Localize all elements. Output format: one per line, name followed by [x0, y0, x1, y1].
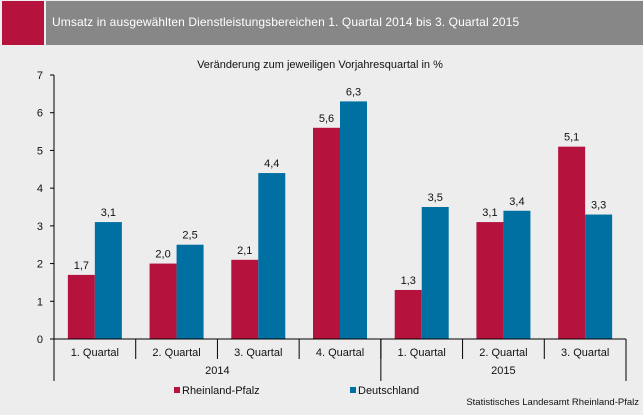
legend: Rheinland-Pfalz Deutschland — [174, 385, 419, 397]
bar-rheinland-pfalz — [67, 274, 95, 339]
y-tick-label: 3 — [37, 221, 43, 233]
y-tick-label: 5 — [37, 145, 43, 157]
data-label: 3,1 — [482, 207, 497, 219]
y-axis: 0 1 2 3 4 5 6 7 — [37, 70, 55, 346]
y-tick-label: 4 — [37, 183, 43, 195]
x-category-label: 2. Quartal — [152, 347, 200, 359]
header-accent-block — [2, 1, 44, 45]
chart-title: Umsatz in ausgewählten Dienstleistungsbe… — [52, 15, 520, 29]
data-label: 2,0 — [155, 249, 170, 261]
bar-rheinland-pfalz — [231, 259, 259, 339]
y-tick-label: 0 — [37, 334, 43, 346]
data-label: 3,1 — [101, 207, 116, 219]
data-label: 3,3 — [591, 200, 606, 212]
bar-rheinland-pfalz — [149, 263, 177, 339]
legend-label: Deutschland — [358, 385, 419, 397]
y-tick-label: 6 — [37, 108, 43, 120]
bar-deutschland — [340, 101, 367, 340]
bar-deutschland — [94, 222, 122, 339]
header-bar — [46, 1, 643, 45]
x-group-label: 2014 — [205, 365, 229, 377]
x-category-label: 3. Quartal — [561, 347, 609, 359]
data-label: 3,5 — [428, 192, 443, 204]
data-label: 3,4 — [509, 196, 524, 208]
bar-rheinland-pfalz — [476, 222, 504, 339]
x-group-label: 2015 — [491, 365, 515, 377]
bar-deutschland — [421, 207, 449, 339]
legend-label: Rheinland-Pfalz — [182, 385, 260, 397]
y-tick-label: 1 — [37, 296, 43, 308]
x-category-label: 4. Quartal — [316, 347, 364, 359]
legend-swatch-deutschland — [350, 387, 356, 393]
data-label: 1,7 — [74, 260, 89, 272]
data-label: 6,3 — [346, 86, 361, 98]
data-label: 4,4 — [264, 158, 279, 170]
bar-deutschland — [503, 210, 531, 339]
bar-deutschland — [585, 214, 613, 339]
bar-deutschland — [176, 244, 204, 339]
bar-rheinland-pfalz — [558, 146, 586, 339]
chart-header: Umsatz in ausgewählten Dienstleistungsbe… — [0, 0, 643, 46]
x-category-label: 1. Quartal — [71, 347, 119, 359]
data-label: 5,6 — [319, 113, 334, 125]
bar-rheinland-pfalz — [313, 127, 340, 339]
chart-subtitle: Veränderung zum jeweiligen Vorjahresquar… — [197, 59, 443, 71]
legend-swatch-rheinland-pfalz — [174, 387, 180, 393]
bar-rheinland-pfalz — [394, 289, 422, 339]
bar-deutschland — [258, 173, 286, 339]
x-category-label: 3. Quartal — [234, 347, 282, 359]
x-category-label: 2. Quartal — [479, 347, 527, 359]
y-tick-label: 7 — [37, 70, 43, 82]
bars: 1,7 2,0 2,1 5,6 1,3 3,1 5,1 3,1 2,5 4,4 6,3 3,5 3,4 3… — [67, 86, 613, 340]
y-tick-label: 2 — [37, 259, 43, 271]
source-note: Statistisches Landesamt Rheinland-Pfalz — [466, 397, 639, 408]
data-label: 2,5 — [182, 230, 197, 242]
data-label: 2,1 — [237, 245, 252, 257]
x-axis: 1. Quartal 2. Quartal 3. Quartal 4. Quartal… — [53, 338, 627, 381]
x-category-label: 1. Quartal — [398, 347, 446, 359]
data-label: 1,3 — [401, 275, 416, 287]
data-label: 5,1 — [564, 132, 579, 144]
